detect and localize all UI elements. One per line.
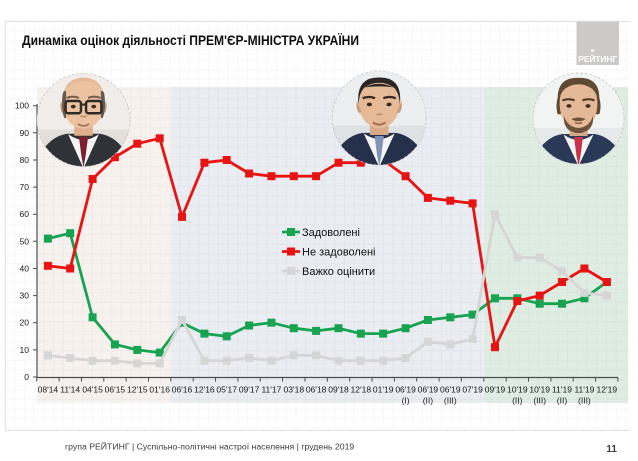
svg-text:03'18: 03'18 — [284, 385, 305, 395]
svg-text:07'19: 07'19 — [462, 385, 483, 395]
svg-text:0: 0 — [24, 372, 29, 382]
svg-text:01'19: 01'19 — [373, 385, 394, 395]
svg-text:06'16: 06'16 — [172, 385, 193, 395]
svg-text:10: 10 — [20, 345, 30, 355]
svg-text:80: 80 — [20, 155, 30, 165]
svg-text:10'19: 10'19 — [529, 385, 550, 395]
svg-text:(I): (I) — [402, 396, 410, 406]
svg-text:50: 50 — [20, 236, 30, 246]
svg-text:12'15: 12'15 — [127, 385, 148, 395]
svg-text:08'14: 08'14 — [38, 385, 59, 395]
svg-text:11'17: 11'17 — [261, 385, 281, 395]
svg-text:Не задоволені: Не задоволені — [302, 247, 375, 259]
svg-text:40: 40 — [20, 264, 30, 274]
svg-text:04'15: 04'15 — [82, 385, 103, 395]
svg-text:РЕЙТИНГ: РЕЙТИНГ — [578, 53, 617, 64]
svg-text:(III): (III) — [444, 396, 457, 406]
svg-text:Важко оцінити: Важко оцінити — [302, 266, 375, 278]
svg-text:11'14: 11'14 — [60, 385, 80, 395]
svg-text:06'15: 06'15 — [105, 385, 126, 395]
svg-text:10'19: 10'19 — [507, 385, 528, 395]
svg-text:06'19: 06'19 — [395, 385, 416, 395]
svg-text:(II): (II) — [512, 396, 523, 406]
svg-text:Задоволені: Задоволені — [302, 227, 360, 239]
svg-text:05'17: 05'17 — [216, 385, 237, 395]
svg-text:12'18: 12'18 — [351, 385, 372, 395]
svg-text:11'19: 11'19 — [574, 385, 594, 395]
svg-text:01'16: 01'16 — [149, 385, 170, 395]
svg-text:(III): (III) — [533, 396, 546, 406]
svg-text:12'16: 12'16 — [194, 385, 215, 395]
svg-text:09'19: 09'19 — [485, 385, 506, 395]
svg-text:11: 11 — [606, 444, 617, 455]
svg-text:09'17: 09'17 — [239, 385, 260, 395]
svg-text:100: 100 — [15, 101, 29, 111]
svg-text:09'18: 09'18 — [328, 385, 349, 395]
svg-text:06'19: 06'19 — [440, 385, 461, 395]
svg-text:60: 60 — [20, 209, 30, 219]
svg-text:12'19: 12'19 — [597, 385, 618, 395]
svg-text:20: 20 — [20, 318, 30, 328]
svg-text:11'19: 11'19 — [552, 385, 572, 395]
svg-text:70: 70 — [20, 182, 30, 192]
svg-text:група РЕЙТИНГ | Суспільно-полі: група РЕЙТИНГ | Суспільно-політичні наст… — [65, 441, 354, 452]
svg-text:30: 30 — [20, 291, 30, 301]
svg-text:Динаміка оцінок діяльності ПРЕ: Динаміка оцінок діяльності ПРЕМ'ЄР-МІНІС… — [22, 32, 359, 48]
svg-text:06'18: 06'18 — [306, 385, 327, 395]
svg-text:(II): (II) — [557, 396, 568, 406]
svg-text:06'19: 06'19 — [418, 385, 439, 395]
svg-text:(II): (II) — [423, 396, 434, 406]
svg-text:90: 90 — [20, 128, 30, 138]
svg-text:(III): (III) — [578, 396, 591, 406]
